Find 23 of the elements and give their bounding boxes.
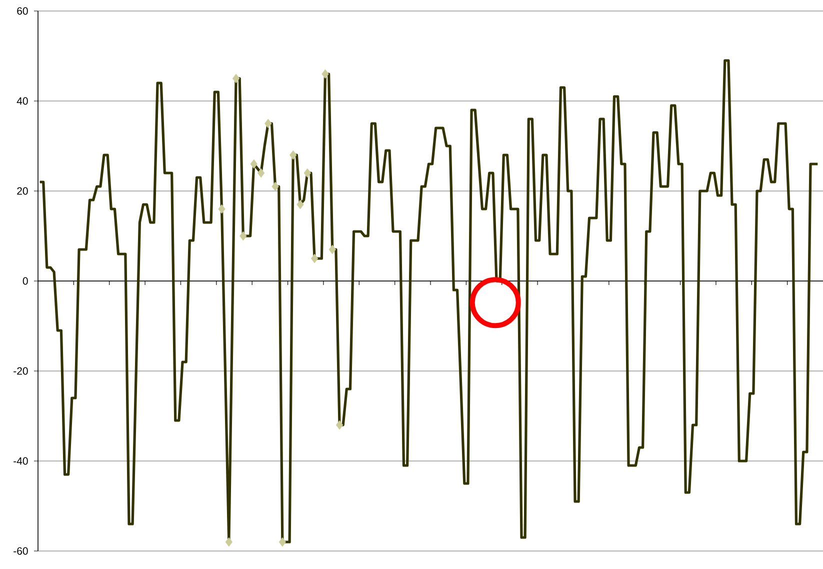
point	[322, 69, 329, 79]
point	[290, 150, 297, 160]
point	[240, 231, 247, 241]
point	[310, 254, 318, 264]
point	[278, 537, 286, 547]
y-tick-label: -40	[14, 457, 28, 465]
point	[250, 159, 258, 169]
y-tick-label: 0	[22, 277, 28, 285]
point	[304, 168, 311, 178]
point	[336, 420, 344, 430]
y-tick-label: 20	[17, 187, 28, 195]
y-tick-label: 60	[17, 7, 28, 15]
point	[296, 200, 304, 210]
point	[218, 204, 226, 214]
point	[232, 74, 240, 84]
y-tick-label: 40	[16, 97, 28, 105]
point	[272, 182, 279, 192]
point	[264, 118, 272, 128]
point	[225, 537, 232, 547]
point	[257, 168, 265, 178]
point	[328, 244, 336, 254]
y-tick-label: -60	[14, 547, 28, 555]
y-tick-label: -20	[14, 367, 28, 375]
